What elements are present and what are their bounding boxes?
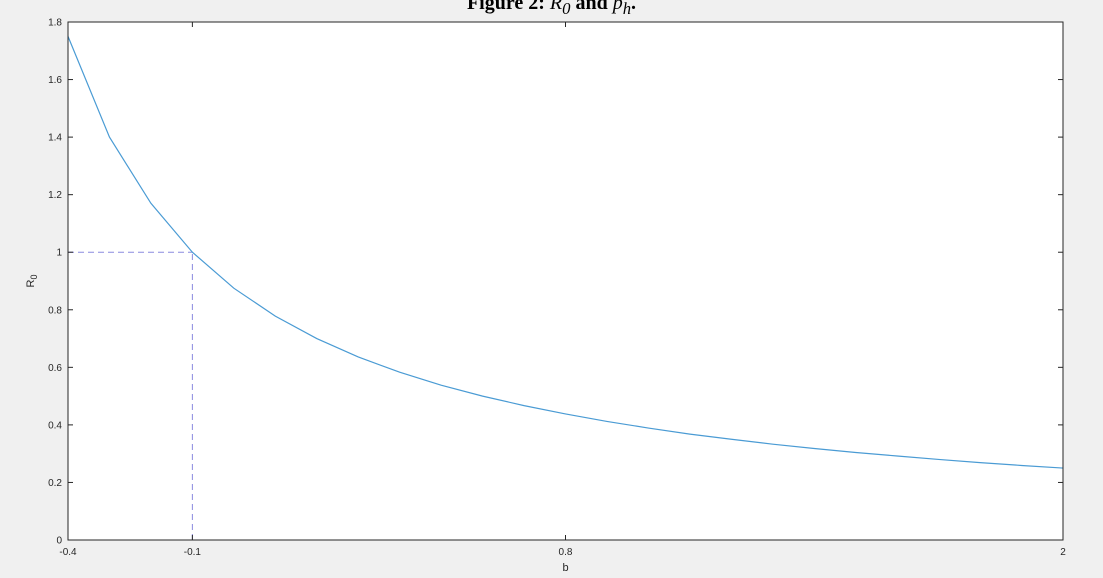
caption-prefix: Figure 2: <box>466 0 550 14</box>
caption-mid: and <box>570 0 613 14</box>
caption-math-p: ph <box>612 0 632 18</box>
x-tick-label: -0.1 <box>184 547 202 558</box>
x-axis-label: b <box>562 562 568 574</box>
y-tick-label: 0 <box>56 536 62 547</box>
caption-suffix: . <box>631 0 637 14</box>
y-tick-label: 0.2 <box>48 478 62 489</box>
y-tick-label: 1.4 <box>48 133 62 144</box>
y-tick-label: 1.2 <box>48 190 62 201</box>
x-tick-label: 2 <box>1060 547 1066 558</box>
y-axis: 0 0.2 0.4 0.6 0.8 1 1.2 1.4 1.6 1.8 <box>48 18 1063 547</box>
figure-caption: Figure 2: R0 and ph. <box>0 0 1103 18</box>
caption-math-r: R0 <box>549 0 571 18</box>
y-tick-label: 1 <box>56 248 62 259</box>
series-layer <box>67 36 1064 469</box>
y-tick-label: 0.6 <box>48 363 62 374</box>
plot-area <box>68 22 1063 540</box>
x-tick-label: 0.8 <box>559 547 573 558</box>
series-line <box>67 36 1064 469</box>
x-tick-label: -0.4 <box>59 547 77 558</box>
x-axis: -0.4 -0.1 0.8 2 <box>59 22 1066 558</box>
y-tick-label: 0.8 <box>48 305 62 316</box>
y-tick-label: 1.8 <box>48 18 62 29</box>
reference-lines <box>68 251 193 540</box>
y-tick-label: 0.4 <box>48 420 62 431</box>
y-axis-label: R0 <box>25 275 39 288</box>
y-tick-label: 1.6 <box>48 75 62 86</box>
